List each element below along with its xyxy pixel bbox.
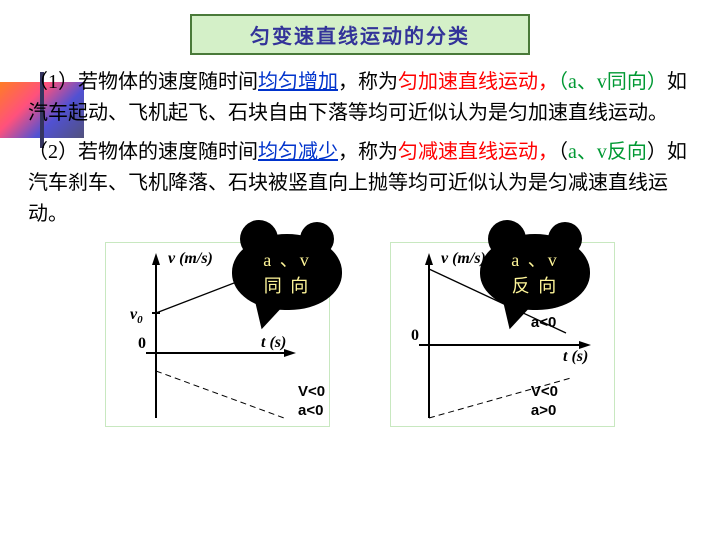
g1-origin: 0 — [138, 335, 146, 352]
g1-annot-bot: V<0 a<0 — [298, 383, 325, 421]
g1-xlabel: t (s) — [261, 334, 286, 351]
g1-v0: v0 — [130, 306, 143, 326]
p2-paren-open: （ — [558, 141, 568, 163]
g1-ylabel: v (m/s) — [168, 250, 213, 267]
p2-red: 匀减速直线运动， — [398, 141, 558, 163]
p2-blue: 均匀减少 — [258, 141, 338, 163]
p2-paren-close: ） — [647, 141, 667, 163]
p1-blue: 均匀增加 — [258, 71, 338, 93]
p2-green: a、v反向 — [568, 141, 647, 163]
paragraph-1: （1）若物体的速度随时间均匀增加，称为匀加速直线运动，（a、v同向）如汽车起动、… — [0, 65, 720, 135]
p2-mid1: ，称为 — [338, 141, 398, 163]
callout-opposite-direction: a 、v 反 向 — [480, 234, 590, 310]
g2-origin: 0 — [411, 327, 419, 344]
p1-prefix: （1）若物体的速度随时间 — [28, 71, 258, 93]
callout-same-direction: a 、v 同 向 — [232, 234, 342, 310]
graphs-row: v (m/s) v0 0 t (s) V>0 a>0 V<0 a<0 v (m/… — [0, 242, 720, 427]
p1-mid1: ，称为 — [338, 71, 398, 93]
paragraph-2: （2）若物体的速度随时间均匀减少，称为匀减速直线运动，（a、v反向）如汽车刹车、… — [0, 135, 720, 236]
g2-annot-bot: V<0 a>0 — [531, 383, 558, 421]
p2-prefix: （2）若物体的速度随时间 — [28, 141, 258, 163]
g2-xlabel: t (s) — [563, 348, 588, 365]
p1-green: （a、v同向） — [558, 71, 667, 93]
page-title: 匀变速直线运动的分类 — [190, 14, 530, 55]
p1-red: 匀加速直线运动， — [398, 71, 558, 93]
g2-ylabel: v (m/s) — [441, 250, 486, 267]
